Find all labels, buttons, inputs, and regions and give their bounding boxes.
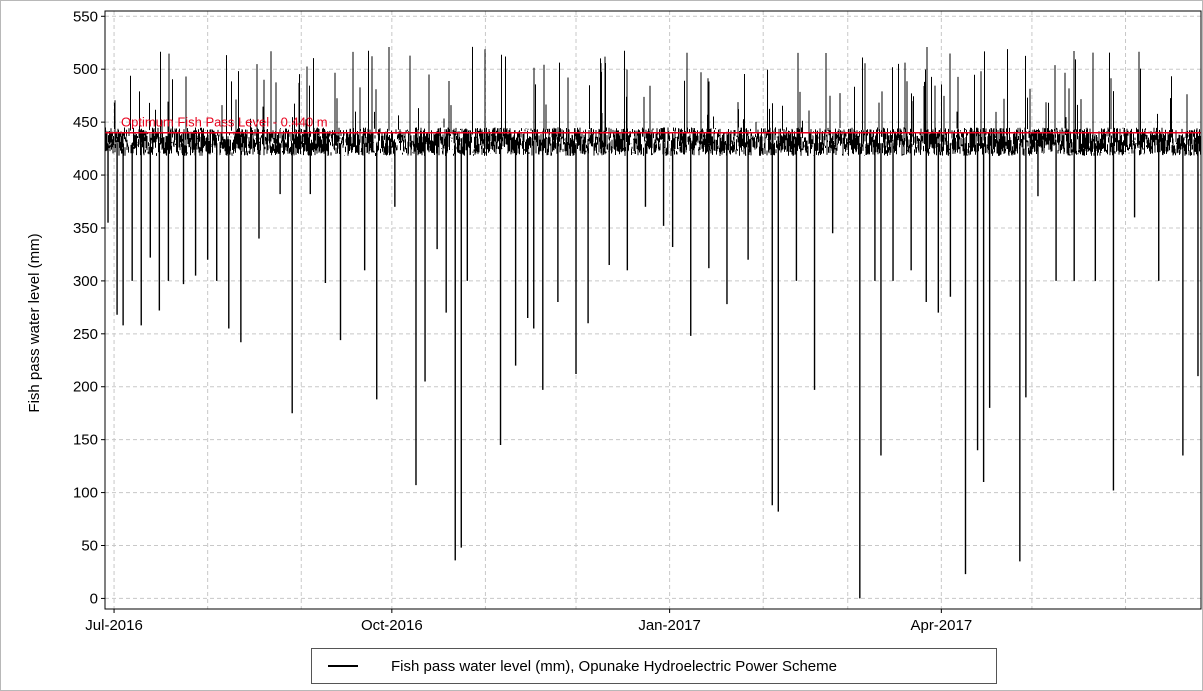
y-tick-label: 350: [73, 220, 98, 237]
series-line: [104, 46, 1202, 156]
y-tick-label: 150: [73, 432, 98, 449]
plot-area-border: [104, 10, 1202, 610]
y-tick-label: 550: [73, 8, 98, 25]
x-tick-label: Apr-2017: [910, 617, 972, 634]
x-tick-label: Oct-2016: [361, 617, 423, 634]
y-tick-label: 450: [73, 114, 98, 131]
plot-border-rect: [104, 10, 1202, 610]
x-tick-label: Jan-2017: [638, 617, 701, 634]
optimum-level-reference: Optimum Fish Pass Level - 0.440 m: [105, 115, 1201, 134]
legend: Fish pass water level (mm), Opunake Hydr…: [311, 648, 997, 684]
reference-line-label: Optimum Fish Pass Level - 0.440 m: [121, 115, 328, 130]
y-tick-label: 400: [73, 167, 98, 184]
legend-swatch-water-level: [328, 665, 358, 667]
x-tick-label: Jul-2016: [85, 617, 143, 634]
y-tick-label: 50: [81, 537, 98, 554]
gridlines: [105, 11, 1201, 609]
y-axis-ticks: 0 50 100 150 200 250 300 350 400 450 500 550: [73, 8, 105, 607]
legend-label-water-level: Fish pass water level (mm), Opunake Hydr…: [391, 657, 837, 675]
x-axis-ticks: Jul-2016 Oct-2016 Jan-2017 Apr-2017: [85, 609, 972, 634]
y-tick-label: 100: [73, 485, 98, 502]
series-water-level: [104, 46, 1202, 599]
y-tick-label: 0: [90, 590, 98, 607]
y-tick-label: 250: [73, 326, 98, 343]
y-tick-label: 200: [73, 379, 98, 396]
y-tick-label: 500: [73, 61, 98, 78]
y-axis-label: Fish pass water level (mm): [26, 233, 43, 412]
y-tick-label: 300: [73, 273, 98, 290]
